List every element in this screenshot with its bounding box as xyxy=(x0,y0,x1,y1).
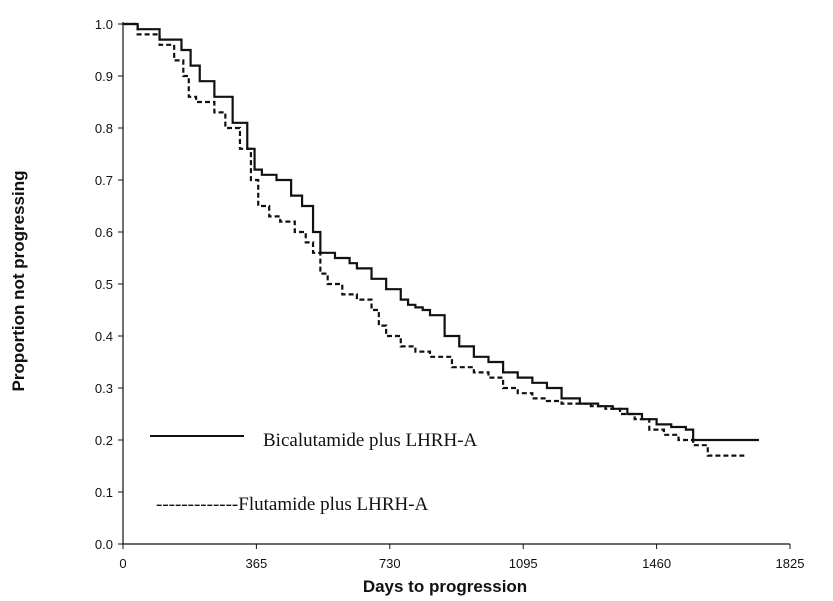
y-tick-label: 0.5 xyxy=(95,277,113,292)
x-tick-label: 1095 xyxy=(509,556,538,571)
y-tick-label: 0.1 xyxy=(95,485,113,500)
y-tick-label: 0.0 xyxy=(95,537,113,552)
legend-label-flutamide: -------------Flutamide plus LHRH-A xyxy=(156,494,429,515)
x-axis-title: Days to progression xyxy=(363,577,527,596)
legend-dash-prefix: ------------- xyxy=(156,494,238,515)
x-ticks: 0 365 730 1095 1460 1825 xyxy=(119,544,804,571)
x-tick-label: 365 xyxy=(246,556,268,571)
y-ticks: 0.0 0.1 0.2 0.3 0.4 0.5 0.6 0.7 0.8 0.9 1.0 xyxy=(95,17,123,552)
x-tick-label: 0 xyxy=(119,556,126,571)
x-tick-label: 1460 xyxy=(642,556,671,571)
y-tick-label: 0.7 xyxy=(95,173,113,188)
y-tick-label: 0.2 xyxy=(95,433,113,448)
series-layer xyxy=(123,22,759,457)
legend-flutamide-text: Flutamide plus LHRH-A xyxy=(238,494,428,515)
y-tick-label: 0.4 xyxy=(95,329,113,344)
y-tick-label: 0.8 xyxy=(95,121,113,136)
x-tick-label: 1825 xyxy=(776,556,805,571)
legend: Bicalutamide plus LHRH-A -------------Fl… xyxy=(150,430,478,515)
x-tick-label: 730 xyxy=(379,556,401,571)
series-bicalutamide-line xyxy=(123,22,759,442)
y-tick-label: 0.9 xyxy=(95,69,113,84)
y-tick-label: 1.0 xyxy=(95,17,113,32)
legend-label-bicalutamide: Bicalutamide plus LHRH-A xyxy=(263,430,478,451)
y-axis-title: Proportion not progressing xyxy=(9,171,28,392)
axes xyxy=(122,22,790,545)
y-tick-label: 0.6 xyxy=(95,225,113,240)
series-flutamide-line xyxy=(123,22,745,457)
y-tick-label: 0.3 xyxy=(95,381,113,396)
